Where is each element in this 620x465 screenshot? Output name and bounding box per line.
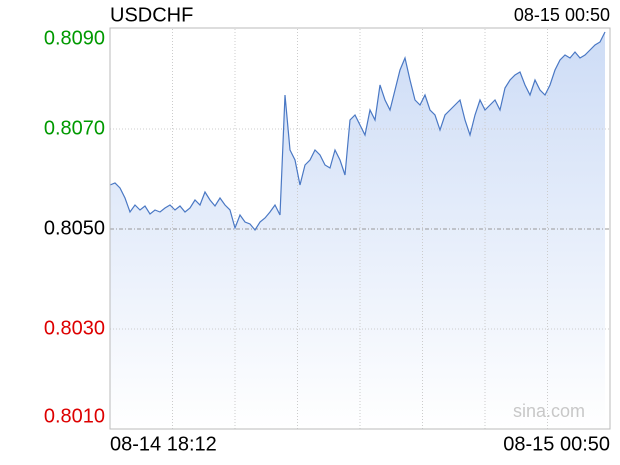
y-tick-label: 0.8010 (44, 405, 105, 427)
y-tick-label: 0.8090 (44, 27, 105, 49)
update-time: 08-15 00:50 (514, 5, 610, 25)
chart-title: USDCHF (110, 4, 193, 26)
area (110, 32, 605, 429)
y-tick-label: 0.8070 (44, 117, 105, 139)
x-tick-label: 08-14 18:12 (110, 433, 217, 455)
y-tick-label: 0.8030 (44, 317, 105, 339)
price-line (109, 31, 606, 232)
y-tick-label: 0.8050 (44, 217, 105, 239)
watermark: sina.com (513, 401, 585, 421)
x-tick-label: 08-15 00:50 (503, 433, 610, 455)
plot-border (109, 27, 611, 430)
